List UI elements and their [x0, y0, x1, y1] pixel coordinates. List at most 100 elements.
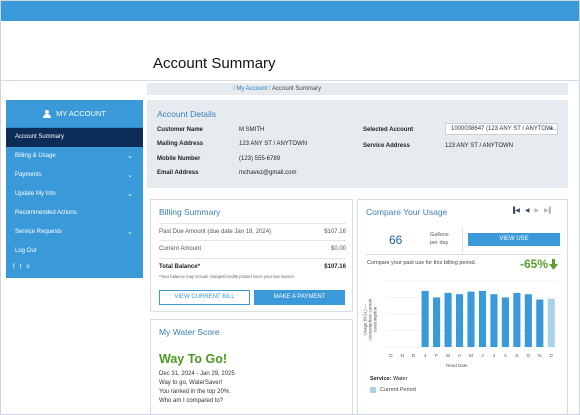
water-score-headline: Way To Go! [159, 352, 228, 366]
compare-usage-panel: Compare Your Usage ▐◀ ◀ ▶ ▶▌ 66 Gallons … [357, 199, 568, 414]
billing-row-amount: $107.16 [324, 264, 346, 270]
user-icon [43, 109, 52, 118]
chevron-down-icon: ⌄ [127, 229, 133, 236]
sidebar-item-label: Service Requests [15, 229, 63, 235]
chart-bar[interactable] [513, 292, 521, 347]
view-use-button[interactable]: VIEW USE [468, 233, 560, 246]
x-tick-label: A [504, 353, 508, 359]
x-tick-label: D [412, 353, 416, 359]
sidebar-item-label: Recommended Actions [15, 210, 77, 216]
facebook-icon[interactable]: f [13, 264, 15, 270]
x-tick-label: D [550, 353, 554, 359]
sidebar-item-billing-usage[interactable]: Billing & Usage ⌄ [6, 147, 143, 166]
last-period-icon[interactable]: ▶▌ [544, 208, 553, 214]
x-tick-label: N [400, 353, 404, 359]
water-score-compare-link[interactable]: Who am I compared to? [159, 398, 224, 404]
divider [462, 228, 463, 252]
sidebar-item-log-out[interactable]: Log Out [6, 242, 143, 261]
billing-row-label: Total Balance* [159, 264, 200, 270]
sidebar-item-label: Billing & Usage [15, 153, 56, 159]
first-period-icon[interactable]: ▐◀ [511, 208, 520, 214]
mobile-number-label: Mobile Number [157, 156, 201, 162]
sidebar-item-recommended-actions[interactable]: Recommended Actions [6, 204, 143, 223]
breadcrumb-root: / [233, 86, 235, 92]
billing-row-label: Current Amount [159, 246, 202, 252]
x-tick-label: M [469, 353, 473, 359]
water-score-period: Dec 31, 2024 - Jan 29, 2025 [159, 371, 235, 377]
x-tick-label: A [458, 353, 462, 359]
x-tick-label: F [435, 353, 438, 359]
email-address-label: Email Address [157, 170, 199, 176]
x-tick-label: S [515, 353, 518, 359]
mailing-address-value: 123 ANY ST / ANYTOWN [239, 141, 308, 147]
chart-bar[interactable] [501, 297, 509, 348]
account-select[interactable]: 1000038647 (123 ANY ST / ANYTOW... ▾ [445, 123, 558, 135]
account-select-value: 1000038647 (123 ANY ST / ANYTOW... [451, 126, 557, 132]
chart-bar[interactable] [524, 294, 532, 347]
instagram-icon[interactable]: o [26, 264, 30, 270]
twitter-icon[interactable]: t [19, 264, 22, 270]
compare-text: Compare your past use for this billing p… [367, 260, 477, 266]
sidebar-item-service-requests[interactable]: Service Requests ⌄ [6, 223, 143, 242]
water-score-rank: You ranked in the top 20%. [159, 389, 231, 395]
view-current-bill-button[interactable]: VIEW CURRENT BILL [159, 290, 250, 305]
usage-percent-change: -65% [520, 257, 549, 271]
chevron-down-icon: ⌄ [127, 172, 133, 179]
x-axis-label: Read Date [446, 363, 468, 368]
sidebar-item-label: Log Out [15, 248, 37, 254]
legend-swatch-current [370, 387, 376, 393]
gallons-per-day-value: 66 [389, 233, 403, 247]
chevron-down-icon: ⌄ [127, 153, 133, 160]
x-tick-label: N [538, 353, 542, 359]
chart-bar[interactable] [433, 297, 441, 348]
mailing-address-label: Mailing Address [157, 141, 204, 147]
billing-row-amount: $107.16 [324, 229, 346, 235]
chart-bar[interactable] [490, 294, 498, 347]
x-tick-label: O [526, 353, 530, 359]
chart-bar[interactable] [421, 290, 429, 347]
divider [366, 254, 561, 255]
service-type: Service: Water [370, 376, 407, 382]
billing-note: *Your balance may include charges/credit… [159, 274, 296, 279]
caret-down-icon: ▾ [550, 126, 553, 132]
sidebar-item-label: Update My Info [15, 191, 56, 197]
sidebar-heading-label: MY ACCOUNT [56, 109, 106, 118]
next-period-icon[interactable]: ▶ [534, 208, 540, 214]
chart-bar[interactable] [467, 291, 475, 347]
billing-row-amount: $0.00 [330, 246, 346, 252]
sidebar-item-account-summary[interactable]: Account Summary [6, 128, 143, 147]
media-controls: ▐◀ ◀ ▶ ▶▌ [511, 207, 553, 214]
chart-bar[interactable] [536, 299, 544, 347]
billing-row-total: Total Balance* $107.16 [159, 258, 346, 275]
top-bar [1, 1, 579, 21]
x-tick-label: J [493, 353, 496, 359]
y-axis-label-wrap: Usage (KGL) — consumption; current consu… [363, 288, 378, 346]
chart-bar-current[interactable] [547, 298, 555, 347]
account-details-panel: Account Details Customer Name M SMITH Ma… [147, 100, 568, 188]
x-tick-label: J [424, 353, 427, 359]
chevron-down-icon: ⌄ [127, 191, 133, 198]
chart-bar[interactable] [478, 290, 487, 347]
arrow-down-icon [549, 259, 558, 270]
legend-current-label: Current Period [380, 387, 416, 393]
chart-bar[interactable] [455, 294, 464, 347]
breadcrumb-separator: / [269, 86, 271, 92]
make-payment-button[interactable]: MAKE A PAYMENT [254, 290, 345, 305]
breadcrumb-link-my-account[interactable]: My Account [236, 86, 268, 92]
billing-row-past-due: Past Due Amount (due date Jan 18, 2024) … [159, 223, 346, 240]
x-tick-label: O [389, 353, 393, 359]
breadcrumb: / My Account / Account Summary [147, 83, 568, 95]
sidebar-item-payments[interactable]: Payments ⌄ [6, 166, 143, 185]
chart-bar[interactable] [444, 292, 452, 347]
sidebar-item-label: Payments [15, 172, 42, 178]
page-header: Account Summary [1, 21, 579, 81]
billing-summary-panel: Billing Summary Past Due Amount (due dat… [150, 199, 353, 312]
sidebar-item-update-info[interactable]: Update My Info ⌄ [6, 185, 143, 204]
previous-period-icon[interactable]: ◀ [524, 208, 530, 214]
mobile-number-value: (123) 555-6789 [239, 156, 281, 162]
service-address-label: Service Address [363, 143, 410, 149]
sidebar-item-label: Account Summary [15, 134, 65, 140]
service-address-value: 123 ANY ST / ANYTOWN [445, 143, 514, 149]
service-label: Service: [370, 376, 392, 382]
